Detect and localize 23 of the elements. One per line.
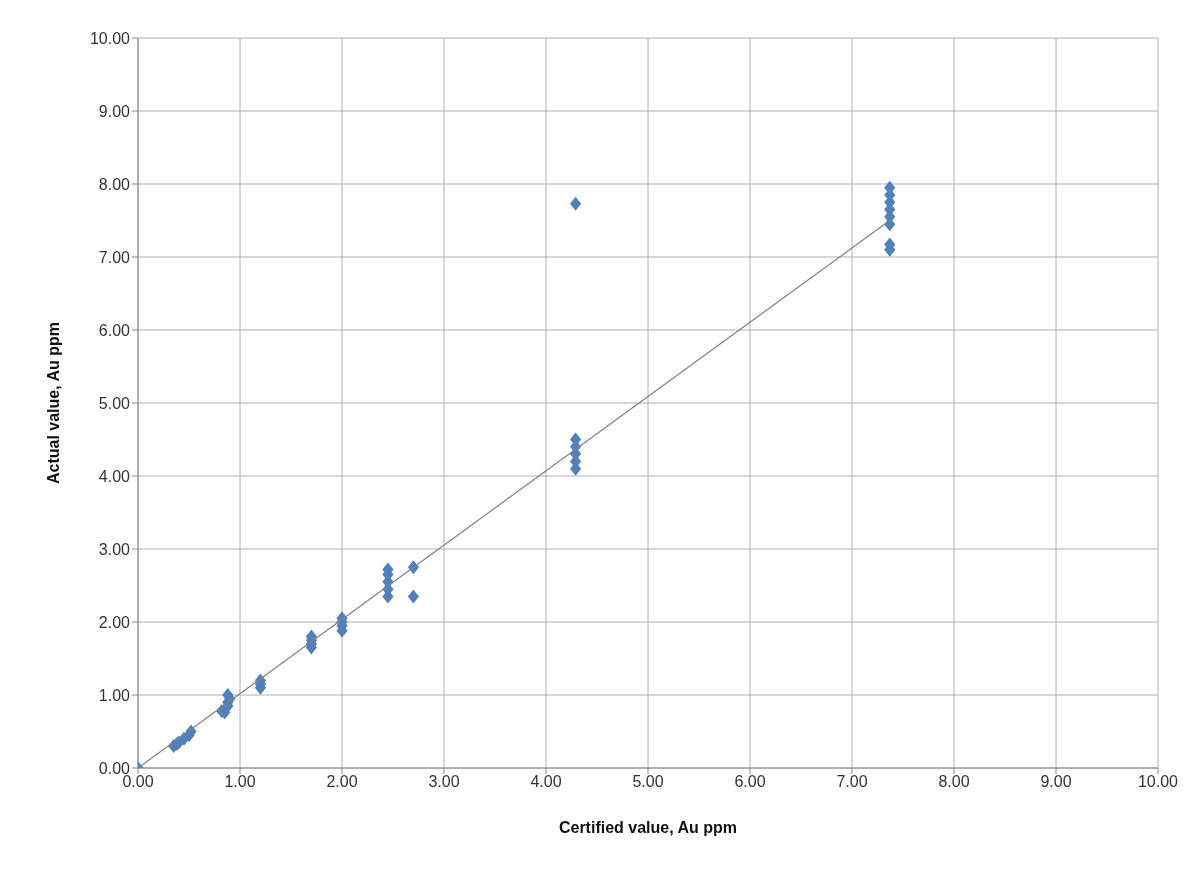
x-tick-label: 6.00 <box>734 773 766 791</box>
y-tick-label: 9.00 <box>98 102 131 120</box>
x-axis-title: Certified value, Au ppm <box>558 819 738 836</box>
y-tick-label: 1.00 <box>98 686 131 704</box>
x-tick-label: 0.00 <box>122 773 154 791</box>
y-tick-label: 10.00 <box>89 29 131 47</box>
x-tick-label: 5.00 <box>632 773 664 791</box>
y-tick-label: 7.00 <box>98 248 131 266</box>
y-tick-label: 8.00 <box>98 175 131 193</box>
y-axis-title: Actual value, Au ppm <box>44 321 62 485</box>
x-tick-label: 4.00 <box>530 773 562 791</box>
y-tick-label: 3.00 <box>98 540 131 558</box>
x-tick-label: 9.00 <box>1040 773 1072 791</box>
x-tick-label: 10.00 <box>1137 773 1179 791</box>
y-tick-label: 2.00 <box>98 613 131 631</box>
x-tick-label: 2.00 <box>326 773 358 791</box>
x-tick-label: 8.00 <box>938 773 970 791</box>
y-tick-label: 4.00 <box>98 467 131 485</box>
x-tick-label: 3.00 <box>428 773 460 791</box>
x-tick-label: 1.00 <box>224 773 256 791</box>
y-tick-label: 6.00 <box>98 321 131 339</box>
y-tick-label: 5.00 <box>98 394 131 412</box>
x-tick-label: 7.00 <box>836 773 868 791</box>
